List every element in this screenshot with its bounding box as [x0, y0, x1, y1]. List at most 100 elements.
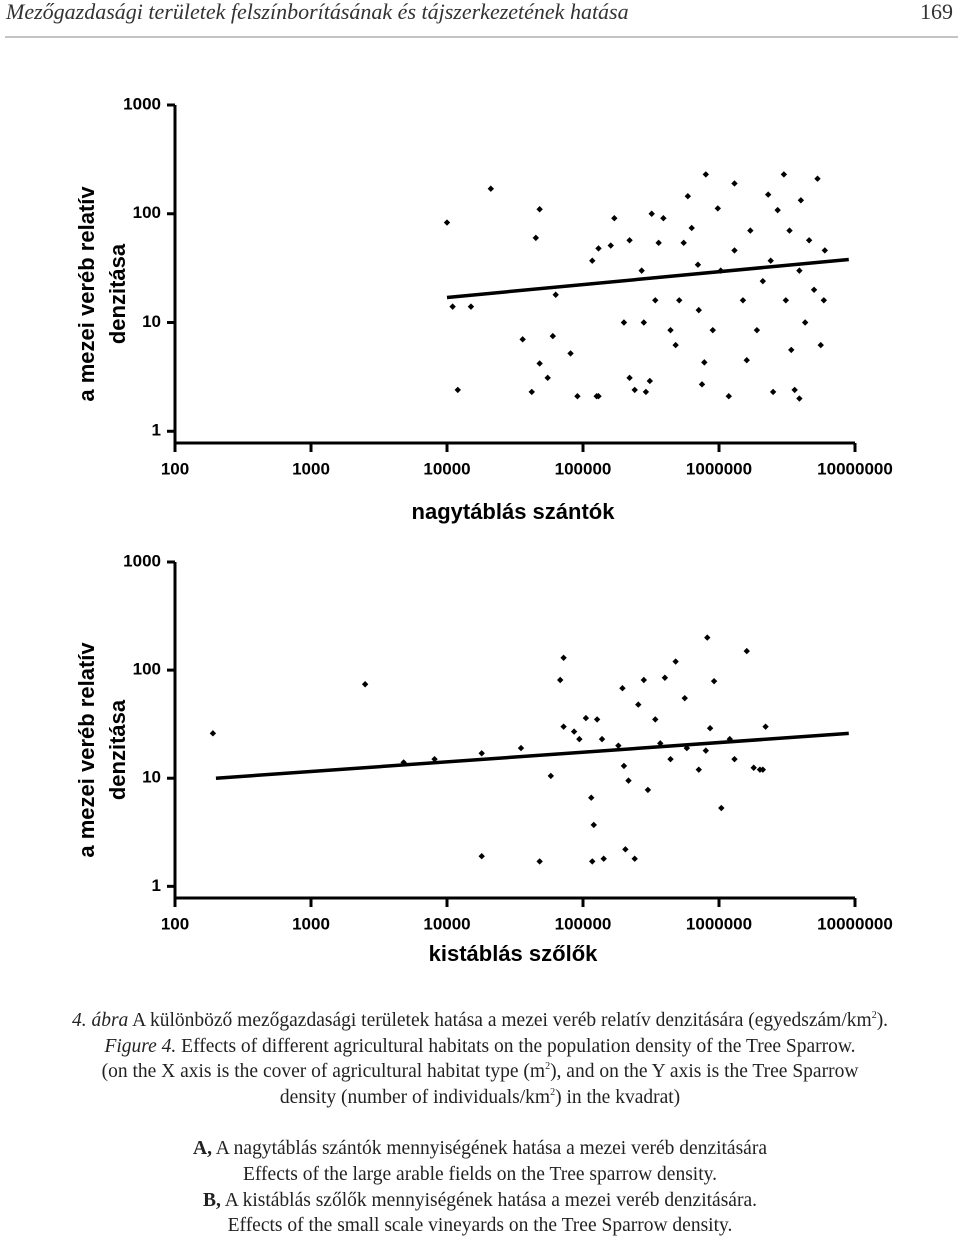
- point: [695, 306, 702, 314]
- point: [615, 742, 622, 749]
- point: [646, 377, 654, 385]
- point: [820, 297, 828, 304]
- caption-text: A nagytáblás szántók mennyiségének hatás…: [215, 1138, 767, 1160]
- y-axis-title: denzitása: [105, 699, 130, 800]
- point: [589, 257, 596, 264]
- caption-text: Effects of the small scale vineyards on …: [227, 1215, 733, 1237]
- point: [431, 755, 438, 763]
- point: [607, 242, 614, 249]
- point: [454, 386, 461, 394]
- point: [625, 777, 632, 784]
- point: [487, 185, 495, 192]
- point: [478, 750, 485, 757]
- point: [774, 206, 781, 214]
- x-tick-label: 10000: [423, 459, 470, 478]
- point: [810, 286, 818, 293]
- x-axis-title: nagytáblás szántók: [412, 499, 616, 524]
- point: [680, 239, 687, 247]
- x-tick-label: 10000000: [817, 459, 893, 478]
- point: [702, 171, 710, 178]
- point: [576, 735, 583, 743]
- point: [595, 393, 602, 400]
- x-tick-label: 10000000: [817, 914, 893, 933]
- point: [644, 786, 652, 794]
- point: [640, 676, 648, 684]
- caption: 4. ábra A különböző mezőgazdasági terüle…: [0, 1008, 960, 1239]
- point: [631, 855, 638, 862]
- point: [635, 701, 642, 708]
- x-tick-label: 100: [161, 914, 189, 933]
- x-tick-label: 1000000: [686, 459, 752, 478]
- x-tick-label: 100: [161, 459, 189, 478]
- figure: Mezőgazdasági területek felszínborításán…: [5, 0, 958, 966]
- point: [567, 350, 574, 357]
- point: [552, 291, 559, 298]
- point: [600, 855, 607, 862]
- point: [780, 171, 788, 178]
- point: [598, 735, 606, 743]
- y-tick-label: 10: [142, 768, 161, 787]
- point: [796, 395, 803, 402]
- point: [536, 360, 543, 367]
- point: [467, 303, 475, 310]
- point: [791, 386, 798, 394]
- caption-line: A, A nagytáblás szántók mennyiségének ha…: [0, 1136, 960, 1162]
- point: [652, 297, 659, 304]
- point: [638, 267, 645, 274]
- point: [769, 388, 777, 396]
- point: [622, 846, 629, 853]
- point: [532, 234, 540, 242]
- point: [642, 388, 650, 396]
- point: [694, 261, 702, 268]
- point: [750, 764, 757, 771]
- x-axis-title: kistáblás szőlők: [429, 941, 599, 966]
- caption-text: A kistáblás szőlők mennyiségének hatása …: [224, 1189, 757, 1211]
- caption-text: (on the X axis is the cover of agricultu…: [101, 1061, 546, 1083]
- point: [655, 239, 662, 247]
- point: [631, 386, 638, 394]
- point: [574, 393, 581, 400]
- point: [796, 267, 803, 274]
- caption-line: density (number of individuals/km2) in t…: [0, 1085, 960, 1111]
- point: [731, 247, 738, 254]
- y-tick-label: 1000: [123, 94, 161, 113]
- point: [652, 716, 659, 723]
- point: [759, 277, 767, 285]
- caption-text: ), and on the Y axis is the Tree Sparrow: [550, 1061, 859, 1083]
- point: [684, 193, 692, 200]
- y-axis-title: a mezei veréb relatív: [74, 186, 99, 402]
- point: [725, 393, 732, 400]
- point: [731, 180, 738, 187]
- point: [814, 175, 821, 182]
- point: [560, 723, 567, 730]
- point: [667, 755, 674, 763]
- point: [731, 755, 738, 763]
- point: [782, 297, 790, 304]
- point: [648, 210, 655, 217]
- caption-text: ).: [876, 1010, 889, 1031]
- superscript: 2: [871, 1010, 877, 1021]
- point: [718, 804, 725, 812]
- caption-line: B, A kistáblás szőlők mennyiségének hatá…: [0, 1188, 960, 1214]
- point: [547, 772, 555, 780]
- point: [582, 714, 590, 722]
- y-axis-title: a mezei veréb relatív: [74, 642, 99, 858]
- point: [753, 326, 761, 334]
- caption-line: 4. ábra A különböző mezőgazdasági terüle…: [0, 1008, 960, 1034]
- point: [801, 319, 809, 326]
- point: [667, 326, 674, 334]
- point: [611, 215, 618, 222]
- point: [478, 852, 485, 860]
- y-tick-label: 100: [133, 660, 161, 679]
- caption-line: (on the X axis is the cover of agricultu…: [0, 1059, 960, 1085]
- point: [672, 341, 679, 349]
- running-title: Mezőgazdasági területek felszínborításán…: [5, 0, 629, 24]
- page-number: 169: [920, 0, 953, 24]
- x-tick-label: 10000: [423, 914, 470, 933]
- superscript: 2: [550, 1086, 556, 1098]
- caption-line: Effects of the small scale vineyards on …: [0, 1213, 960, 1239]
- x-tick-label: 1000: [292, 459, 330, 478]
- y-tick-label: 1000: [123, 551, 161, 570]
- point: [743, 357, 750, 364]
